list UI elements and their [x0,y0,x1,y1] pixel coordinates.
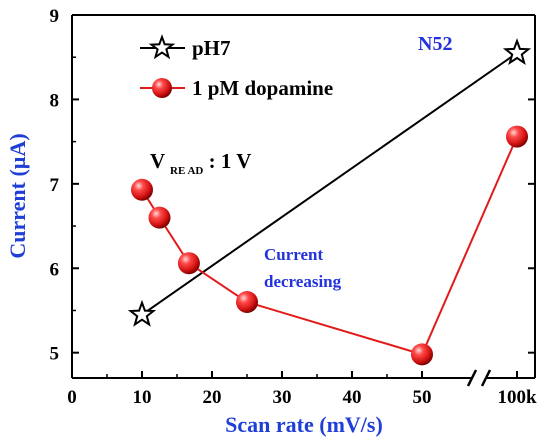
x-tick-label-0: 0 [67,387,77,408]
y-axis-label: Current (µA) [5,133,30,258]
y-ticks: 5 6 7 8 9 [50,6,535,365]
trend-annotation-line1: Current [264,245,324,264]
axis-break-mark-1 [466,369,478,387]
y-tick-label-1: 6 [50,259,60,280]
series-1-point-4 [411,343,433,366]
x-tick-label-6: 100k [497,387,537,408]
x-tick-label-5: 50 [413,387,432,408]
series-1-point-3 [236,291,258,314]
legend-star-marker [148,34,176,60]
legend: pH7 1 pM dopamine [140,34,333,100]
x-tick-label-3: 30 [273,387,292,408]
series-1-point-5 [506,125,528,148]
legend-label-ph7: pH7 [192,36,231,60]
trend-annotation-line2: decreasing [264,272,342,291]
y-tick-label-0: 5 [50,344,60,365]
legend-sphere-marker [152,78,172,98]
read-voltage-prefix: V [150,149,165,173]
plot-frame [71,14,536,387]
legend-label-dopamine: 1 pM dopamine [192,76,333,100]
sample-label: N52 [418,33,452,55]
y-tick-label-2: 7 [50,175,60,196]
read-voltage-label: V RE AD : 1 V [150,149,251,179]
series-layer [127,38,532,366]
y-tick-label-4: 9 [50,6,60,27]
x-ticks: 0 10 20 30 40 50 100k [67,371,537,408]
series-1-point-2 [177,252,200,275]
series-line-0 [141,52,518,316]
axis-break-mark-2 [480,369,492,387]
x-tick-label-2: 20 [203,387,222,408]
series-0-point-1 [502,38,532,66]
x-tick-label-4: 40 [343,387,362,408]
series-1-point-1 [148,206,171,229]
y-tick-label-3: 8 [50,90,60,111]
series-1-point-0 [131,178,153,201]
x-axis-label: Scan rate (mV/s) [225,412,383,437]
read-voltage-value: : 1 V [209,149,252,173]
series-0-point-0 [127,299,157,327]
x-tick-label-1: 10 [133,387,152,408]
read-voltage-subscript: RE AD [170,165,203,177]
